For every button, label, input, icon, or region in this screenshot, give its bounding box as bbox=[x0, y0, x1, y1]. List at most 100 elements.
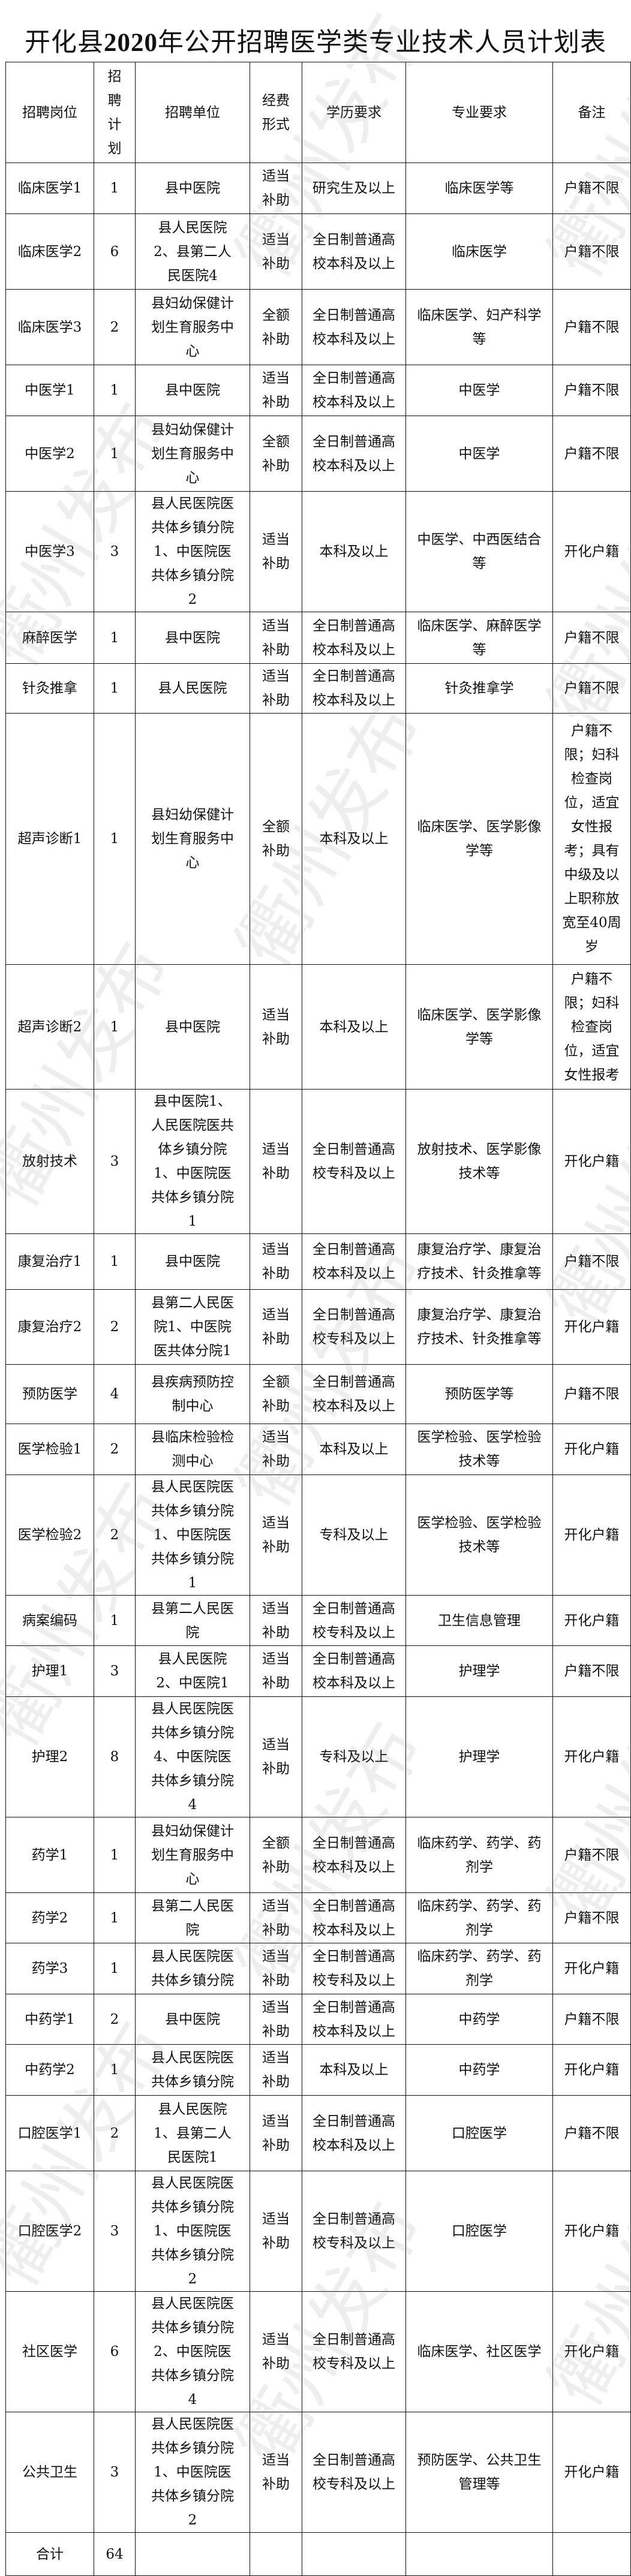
cell-unit: 县人民医院医共体乡镇分院4、中医院医共体乡镇分院4 bbox=[135, 1696, 250, 1817]
table-row: 社区医学 6 县人民医院医共体乡镇分院2、中医院医共体乡镇分院4 适当补助 全日制普通高… bbox=[5, 2291, 631, 2412]
cell-remark: 开化户籍 bbox=[552, 1696, 631, 1817]
header-education: 学历要求 bbox=[302, 62, 406, 163]
cell-remark: 开化户籍 bbox=[552, 491, 631, 612]
cell-post: 针灸推拿 bbox=[5, 663, 94, 714]
cell-education: 本科及以上 bbox=[302, 964, 406, 1090]
cell-plan-count: 2 bbox=[94, 1289, 136, 1365]
cell-funding: 适当补助 bbox=[250, 1943, 302, 1994]
title-year: 2020 bbox=[104, 29, 158, 57]
table-row: 医学检验1 2 县临床检验检测中心 适当补助 本科及以上 医学检验、医学检验技术等 开化户籍 bbox=[5, 1424, 631, 1475]
cell-post: 麻醉医学 bbox=[5, 612, 94, 664]
cell-unit: 县人民医院医共体乡镇分院 bbox=[135, 1943, 250, 1994]
cell-major: 临床医学等 bbox=[405, 162, 553, 214]
cell-funding: 适当补助 bbox=[250, 2095, 302, 2171]
cell-major: 中医学 bbox=[405, 365, 553, 416]
cell-unit: 县妇幼保健计划生育服务中心 bbox=[135, 289, 250, 365]
cell-funding: 适当补助 bbox=[250, 1696, 302, 1817]
cell-major: 口腔医学 bbox=[405, 2171, 553, 2292]
cell-unit: 县临床检验检测中心 bbox=[135, 1424, 250, 1475]
cell-education: 本科及以上 bbox=[302, 713, 406, 965]
cell-post: 护理2 bbox=[5, 1696, 94, 1817]
cell-education: 全日制普通高校本科及以上 bbox=[302, 1645, 406, 1697]
cell-plan-count: 3 bbox=[94, 2171, 136, 2292]
cell-remark: 开化户籍 bbox=[552, 2171, 631, 2292]
cell-funding: 适当补助 bbox=[250, 1645, 302, 1697]
cell-unit: 县第二人民医院 bbox=[135, 1595, 250, 1646]
cell-remark: 户籍不限 bbox=[552, 612, 631, 664]
table-row: 中医学2 1 县妇幼保健计划生育服务中心 全额补助 全日制普通高校本科及以上 中医学 户籍不… bbox=[5, 416, 631, 492]
cell-remark: 户籍不限 bbox=[552, 1817, 631, 1893]
table-row: 临床医学2 6 县人民医院2、县第二人民医院4 适当补助 全日制普通高校本科及以上 临床医… bbox=[5, 213, 631, 290]
table-row: 公共卫生 3 县人民医院医共体乡镇分院1、中医院医共体乡镇分院2 适当补助 全日制普通高… bbox=[5, 2412, 631, 2533]
cell-plan-count: 1 bbox=[94, 365, 136, 416]
cell-remark: 户籍不限 bbox=[552, 1233, 631, 1290]
cell-post: 放射技术 bbox=[5, 1089, 94, 1234]
cell-unit: 县人民医院医共体乡镇分院1、中医院医共体乡镇分院2 bbox=[135, 491, 250, 612]
cell-unit: 县第二人民医院 bbox=[135, 1892, 250, 1943]
cell-plan-count: 1 bbox=[94, 1943, 136, 1994]
cell-remark: 户籍不限 bbox=[552, 1892, 631, 1943]
cell-major: 护理学 bbox=[405, 1645, 553, 1697]
cell-plan-count: 1 bbox=[94, 713, 136, 965]
cell-major: 中医学、中西医结合等 bbox=[405, 491, 553, 612]
cell-plan-count: 1 bbox=[94, 1817, 136, 1893]
cell-major: 临床医学 bbox=[405, 213, 553, 290]
cell-unit: 县中医院 bbox=[135, 612, 250, 664]
cell-unit: 县疾病预防控制中心 bbox=[135, 1364, 250, 1424]
cell-education: 全日制普通高校专科及以上 bbox=[302, 1089, 406, 1234]
cell-education: 全日制普通高校专科及以上 bbox=[302, 2171, 406, 2292]
cell-funding: 适当补助 bbox=[250, 1233, 302, 1290]
cell-remark: 开化户籍 bbox=[552, 1089, 631, 1234]
cell-education: 本科及以上 bbox=[302, 491, 406, 612]
cell-plan-count: 2 bbox=[94, 1424, 136, 1475]
cell-major: 卫生信息管理 bbox=[405, 1595, 553, 1646]
cell-post: 中医学3 bbox=[5, 491, 94, 612]
cell-plan-count: 3 bbox=[94, 1089, 136, 1234]
cell-remark: 户籍不限 bbox=[552, 663, 631, 714]
cell-unit: 县妇幼保健计划生育服务中心 bbox=[135, 416, 250, 492]
cell-plan-count: 1 bbox=[94, 1892, 136, 1943]
cell-remark: 户籍不限 bbox=[552, 416, 631, 492]
cell-education: 全日制普通高校本科及以上 bbox=[302, 416, 406, 492]
cell-remark: 户籍不限 bbox=[552, 2095, 631, 2171]
cell-funding: 适当补助 bbox=[250, 1892, 302, 1943]
cell-major: 中药学 bbox=[405, 1994, 553, 2045]
cell-education: 全日制普通高校本科及以上 bbox=[302, 612, 406, 664]
table-row: 临床医学1 1 县中医院 适当补助 研究生及以上 临床医学等 户籍不限 bbox=[5, 162, 631, 214]
cell-plan-count: 3 bbox=[94, 491, 136, 612]
table-row: 超声诊断1 1 县妇幼保健计划生育服务中心 全额补助 本科及以上 临床医学、医学影像学等户… bbox=[5, 713, 631, 965]
cell-post: 药学1 bbox=[5, 1817, 94, 1893]
cell-unit: 县人民医院 bbox=[135, 663, 250, 714]
table-row: 药学2 1 县第二人民医院 适当补助 全日制普通高校本科及以上 临床药学、药学、药剂学 户籍… bbox=[5, 1892, 631, 1943]
cell-post: 中医学1 bbox=[5, 365, 94, 416]
cell-unit: 县人民医院2、中医院1 bbox=[135, 1645, 250, 1697]
cell-major: 医学检验、医学检验技术等 bbox=[405, 1424, 553, 1475]
cell-major: 护理学 bbox=[405, 1696, 553, 1817]
cell-funding: 适当补助 bbox=[250, 663, 302, 714]
cell-funding: 适当补助 bbox=[250, 1289, 302, 1365]
cell-funding: 全额补助 bbox=[250, 713, 302, 965]
cell-post: 医学检验1 bbox=[5, 1424, 94, 1475]
table-row: 中医学1 1 县中医院 适当补助 全日制普通高校本科及以上 中医学 户籍不限 bbox=[5, 365, 631, 416]
cell-education: 全日制普通高校本科及以上 bbox=[302, 1994, 406, 2045]
cell-remark: 开化户籍 bbox=[552, 2291, 631, 2412]
cell-plan-count: 1 bbox=[94, 1233, 136, 1290]
cell-funding: 适当补助 bbox=[250, 2291, 302, 2412]
cell-remark: 户籍不限；妇科检查岗位，适宜女性报考；具有中级及以上职称放宽至40周岁 bbox=[552, 713, 631, 965]
table-row: 口腔医学2 3 县人民医院医共体乡镇分院1、中医院医共体乡镇分院2 适当补助 全日制普通… bbox=[5, 2171, 631, 2292]
page-title: 开化县2020年公开招聘医学类专业技术人员计划表 bbox=[0, 22, 631, 59]
cell-funding: 适当补助 bbox=[250, 213, 302, 290]
cell-post: 药学3 bbox=[5, 1943, 94, 1994]
cell-plan-count: 6 bbox=[94, 2291, 136, 2412]
cell-post: 护理1 bbox=[5, 1645, 94, 1697]
cell-major: 临床医学、社区医学 bbox=[405, 2291, 553, 2412]
table-row: 临床医学3 2 县妇幼保健计划生育服务中心 全额补助 全日制普通高校本科及以上 临床医学、… bbox=[5, 289, 631, 365]
cell-funding: 适当补助 bbox=[250, 2412, 302, 2533]
cell-unit: 县人民医院2、县第二人民医院4 bbox=[135, 213, 250, 290]
cell-unit: 县中医院 bbox=[135, 162, 250, 214]
table-row: 中医学3 3 县人民医院医共体乡镇分院1、中医院医共体乡镇分院2 适当补助 本科及以上中… bbox=[5, 491, 631, 612]
cell-unit: 县人民医院医共体乡镇分院1、中医院医共体乡镇分院1 bbox=[135, 1474, 250, 1596]
cell-major: 临床药学、药学、药剂学 bbox=[405, 1892, 553, 1943]
cell-funding: 全额补助 bbox=[250, 289, 302, 365]
cell-post: 中药学2 bbox=[5, 2044, 94, 2096]
